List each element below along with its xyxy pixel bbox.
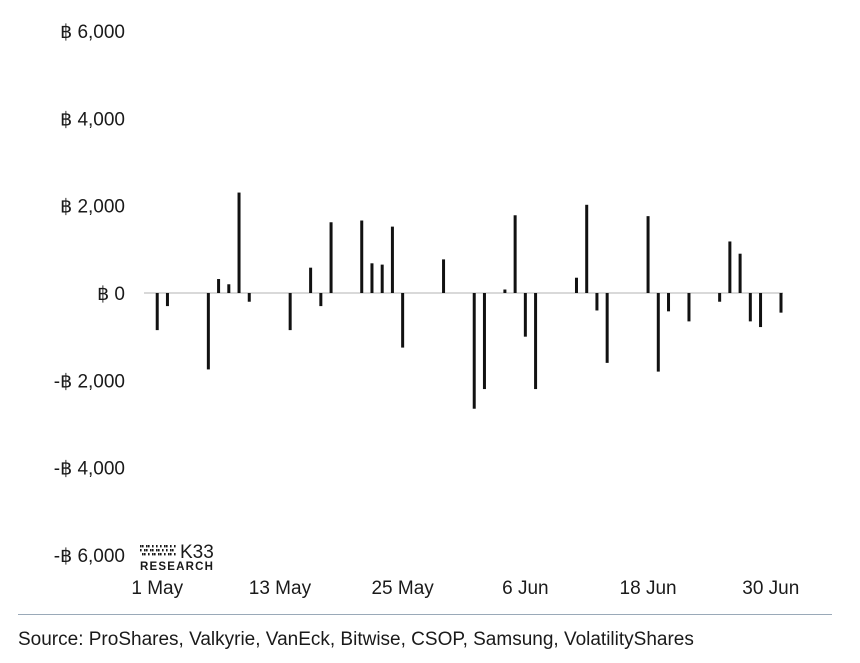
bar	[605, 293, 609, 363]
y-tick-label: ฿ 0	[97, 284, 125, 305]
logo-dot	[172, 549, 174, 552]
bar	[288, 293, 292, 331]
bar	[329, 222, 333, 293]
k33-research-logo: K33 RESEARCH	[140, 542, 214, 573]
bar	[227, 284, 231, 293]
logo-dot	[158, 553, 160, 556]
logo-dot	[152, 545, 154, 548]
logo-dot	[170, 553, 172, 556]
logo-dot	[144, 553, 146, 556]
logo-dot	[168, 553, 170, 556]
logo-sub-text: RESEARCH	[140, 561, 214, 573]
x-tick-label: 6 Jun	[502, 578, 548, 599]
bar	[360, 220, 364, 293]
x-axis: 1 May 13 May 25 May 6 Jun 18 Jun 30 Jun	[131, 578, 799, 599]
bar	[217, 279, 221, 293]
bar	[237, 192, 241, 293]
bar	[370, 263, 374, 293]
logo-dot	[162, 549, 164, 552]
bar	[165, 293, 169, 307]
y-tick-label: -฿ 6,000	[54, 546, 125, 567]
bar	[779, 293, 783, 313]
bar	[503, 289, 507, 293]
bar	[585, 204, 589, 293]
logo-dot	[154, 553, 156, 556]
logo-dot	[164, 545, 166, 548]
bar	[247, 293, 251, 302]
bar-chart: ฿ 6,000 ฿ 4,000 ฿ 2,000 ฿ 0 -฿ 2,000 -฿ 4,000…	[54, 22, 800, 599]
x-tick-label: 25 May	[371, 578, 434, 599]
y-tick-label: ฿ 4,000	[60, 109, 125, 130]
logo-dot	[140, 545, 142, 548]
bar	[309, 267, 313, 293]
bar	[380, 264, 384, 293]
logo-dot	[142, 553, 144, 556]
logo-dot	[152, 549, 154, 552]
bar	[656, 293, 660, 372]
x-tick-label: 1 May	[131, 578, 183, 599]
logo-dot	[148, 553, 150, 556]
logo-dot	[150, 549, 152, 552]
bar	[667, 293, 671, 312]
logo-dot-pattern	[140, 545, 176, 556]
logo-dot	[166, 545, 168, 548]
y-tick-label: -฿ 4,000	[54, 459, 125, 480]
y-tick-label: ฿ 6,000	[60, 22, 125, 43]
logo-dot	[146, 545, 148, 548]
bar	[155, 293, 159, 331]
logo-dot	[160, 553, 162, 556]
logo-dot	[142, 545, 144, 548]
bar	[472, 293, 476, 409]
y-tick-label: ฿ 2,000	[60, 197, 125, 218]
logo-dot	[156, 549, 158, 552]
logo-dot	[166, 549, 168, 552]
bar	[738, 253, 742, 293]
logo-dot	[148, 545, 150, 548]
logo-dot	[158, 549, 160, 552]
x-tick-label: 30 Jun	[742, 578, 799, 599]
bar	[401, 293, 405, 348]
bar	[319, 293, 323, 307]
bar	[718, 293, 722, 302]
x-tick-label: 13 May	[249, 578, 312, 599]
bar	[534, 293, 538, 390]
bar	[574, 277, 578, 293]
bar	[513, 215, 517, 293]
bar	[523, 293, 527, 337]
logo-dot	[140, 549, 142, 552]
logo-dot	[146, 549, 148, 552]
y-axis: ฿ 6,000 ฿ 4,000 ฿ 2,000 ฿ 0 -฿ 2,000 -฿ 4,000…	[54, 22, 125, 567]
divider-line	[18, 614, 832, 615]
bar	[759, 293, 763, 328]
logo-dot	[174, 545, 176, 548]
logo-dot	[156, 545, 158, 548]
logo-dot	[144, 549, 146, 552]
bar	[595, 293, 599, 311]
bar	[442, 259, 446, 293]
bars	[155, 192, 783, 409]
bar	[687, 293, 691, 322]
bar	[748, 293, 752, 322]
logo-brand-text: K33	[180, 542, 214, 563]
bar	[206, 293, 210, 370]
bar	[646, 216, 650, 293]
logo-dot	[160, 545, 162, 548]
logo-dot	[170, 545, 172, 548]
x-tick-label: 18 Jun	[620, 578, 677, 599]
bar	[482, 293, 486, 390]
source-caption: Source: ProShares, Valkyrie, VanEck, Bit…	[18, 629, 694, 650]
logo-dot	[174, 553, 176, 556]
logo-dot	[152, 553, 154, 556]
bar	[728, 241, 732, 293]
logo-dot	[170, 549, 172, 552]
logo-dot	[164, 553, 166, 556]
bar	[390, 226, 394, 293]
y-tick-label: -฿ 2,000	[54, 371, 125, 392]
